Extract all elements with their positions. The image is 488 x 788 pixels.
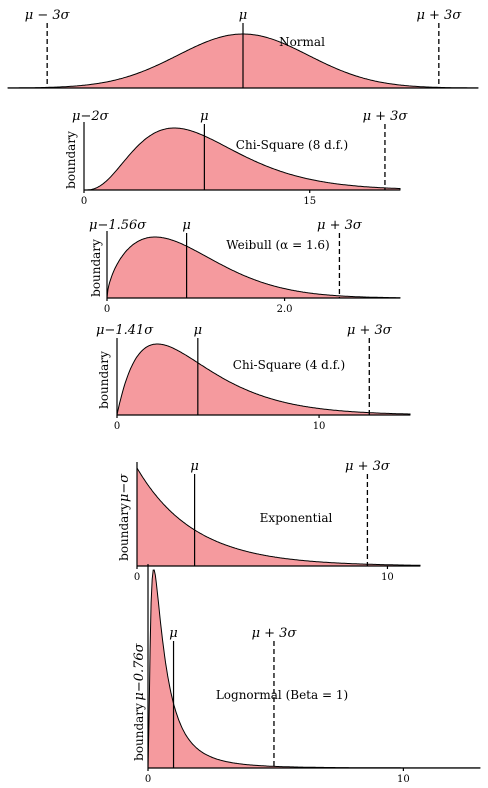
panel-3: Weibull (α = 1.6) μ μ + 3σ μ−1.56σ boundary0…: [89, 218, 401, 315]
boundary-label: boundary: [132, 703, 146, 761]
distribution-title: Normal: [279, 35, 325, 49]
x-tick-label: 0: [114, 421, 120, 432]
mean-label: μ: [190, 459, 198, 474]
x-tick-label: 0: [145, 774, 151, 785]
density-area: [106, 236, 401, 299]
distribution-title: Chi-Square (4 d.f.): [233, 358, 345, 372]
distribution-title: Chi-Square (8 d.f.): [236, 138, 348, 152]
x-tick-label: 0: [104, 304, 110, 315]
density-area: [136, 466, 421, 567]
mean-label: μ: [182, 218, 190, 233]
lower-limit-label: μ − 3σ: [25, 8, 71, 23]
upper-limit-label: μ + 3σ: [252, 626, 298, 641]
upper-limit-label: μ + 3σ: [317, 218, 363, 233]
lower-limit-label: μ−1.56σ: [89, 218, 147, 233]
x-tick-label: 0: [81, 196, 87, 207]
density-area: [116, 343, 411, 416]
upper-limit-label: μ + 3σ: [363, 109, 409, 124]
mean-label: μ: [200, 109, 208, 124]
panel-4: Chi-Square (4 d.f.) μ μ + 3σ μ−1.41σ boundar…: [96, 323, 411, 432]
upper-limit-label: μ + 3σ: [345, 459, 391, 474]
boundary-label: boundary: [89, 239, 103, 297]
panel-6: Lognormal (Beta = 1) μ μ + 3σ μ−0.76σ bounda…: [132, 564, 481, 785]
distribution-title: Exponential: [260, 511, 333, 525]
density-area: [147, 569, 481, 769]
boundary-label: boundary: [117, 503, 131, 561]
x-tick-label: 10: [381, 572, 394, 583]
upper-limit-label: μ + 3σ: [347, 323, 393, 338]
mean-label: μ: [194, 323, 202, 338]
distribution-title: Weibull (α = 1.6): [226, 238, 329, 252]
x-tick-label: 15: [303, 196, 316, 207]
x-tick-label: 0: [134, 572, 140, 583]
upper-limit-label: μ + 3σ: [416, 8, 462, 23]
distribution-title: Lognormal (Beta = 1): [216, 688, 348, 702]
boundary-label: boundary: [64, 131, 78, 189]
lower-limit-label: μ−2σ: [72, 109, 110, 124]
x-tick-label: 10: [397, 774, 410, 785]
density-area: [84, 127, 401, 191]
boundary-label: boundary: [97, 351, 111, 409]
x-tick-label: 10: [313, 421, 326, 432]
panel-1: Normal μ μ + 3σ μ − 3σ: [7, 8, 479, 89]
mean-label: μ: [239, 8, 247, 23]
mean-label: μ: [169, 626, 177, 641]
x-tick-label: 2.0: [277, 304, 293, 315]
lower-limit-label: μ−1.41σ: [96, 323, 154, 338]
lower-limit-label: μ−0.76σ: [132, 642, 147, 700]
lower-limit-label: μ−σ: [117, 473, 132, 502]
